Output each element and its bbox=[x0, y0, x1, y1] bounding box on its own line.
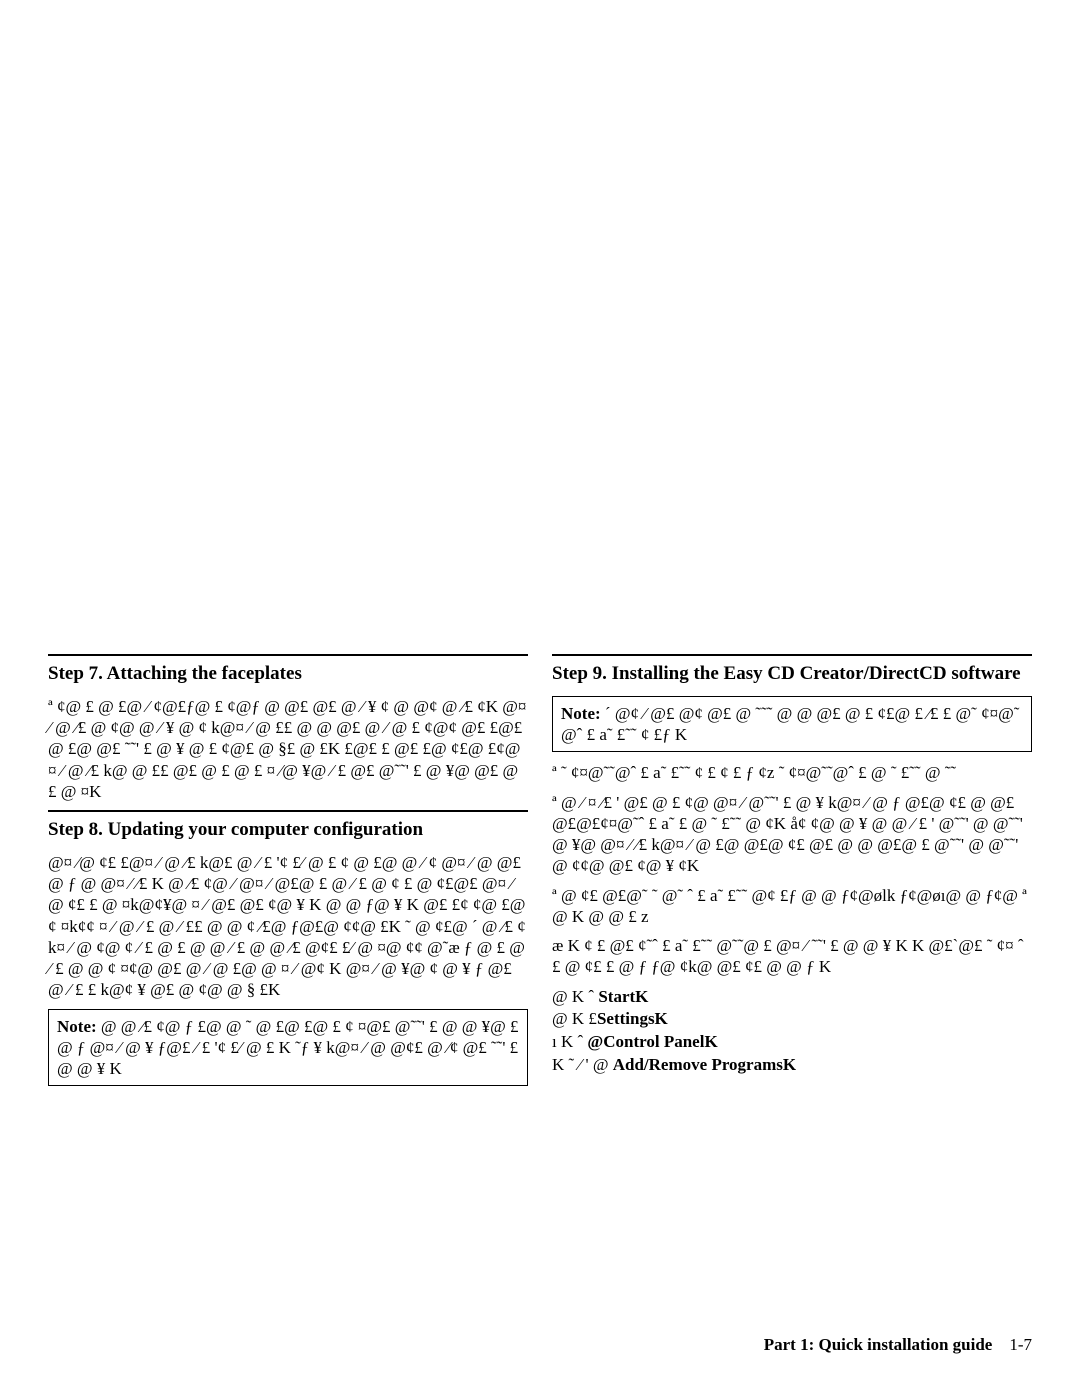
menu-prefix: @ K £ bbox=[552, 1009, 597, 1028]
menu-label-add-remove: Add/Remove ProgramsK bbox=[613, 1055, 796, 1074]
step9-title: Step 9. Installing the Easy CD Creator/D… bbox=[552, 662, 1032, 686]
menu-prefix: @ K ˆ bbox=[552, 987, 598, 1006]
page-footer: Part 1: Quick installation guide 1-7 bbox=[764, 1335, 1032, 1355]
step9-note-box: Note: ´ @¢ ⁄ @£ @¢ @£ @ ˜˜˜ @ @ @£ @ £ ¢… bbox=[552, 696, 1032, 753]
menu-step-settings: @ K £SettingsK bbox=[552, 1008, 1032, 1031]
step8-body: @¤ ⁄@ ¢£ £@¤ ⁄ @ ⁄£ k@£ @ ⁄ £ '¢ £⁄ @ £ … bbox=[48, 852, 528, 1001]
step7-rule bbox=[48, 654, 528, 656]
right-column: Step 9. Installing the Easy CD Creator/D… bbox=[552, 654, 1032, 1096]
menu-label-settings: SettingsK bbox=[597, 1009, 668, 1028]
note-label: Note: bbox=[561, 704, 601, 723]
left-column: Step 7. Attaching the faceplates ª ¢@ £ … bbox=[48, 654, 528, 1096]
step9-body: ª ˜ ¢¤@˜˜@ˆ £ a˜ £˜˜ ¢ £ ¢ £ ƒ ¢z ˜ ¢¤@˜… bbox=[552, 762, 1032, 977]
menu-prefix: ı K ˆ bbox=[552, 1032, 587, 1051]
step8-note-text: @ @ ⁄£ ¢@ ƒ £@ @ ˜ @ £@ £@ £ ¢ ¤@£ @˜˜' … bbox=[57, 1017, 519, 1079]
step8-note-box: Note: @ @ ⁄£ ¢@ ƒ £@ @ ˜ @ £@ £@ £ ¢ ¤@£… bbox=[48, 1009, 528, 1087]
step9-paragraph-2: ª @ ⁄ ¤ ⁄£ ' @£ @ £ ¢@ @¤ ⁄ @˜˜' £ @ ¥ k… bbox=[552, 792, 1032, 877]
footer-page-number: 1-7 bbox=[1009, 1335, 1032, 1354]
step8-title: Step 8. Updating your computer configura… bbox=[48, 818, 528, 842]
menu-label-control-panel: @Control PanelK bbox=[587, 1032, 717, 1051]
step9-paragraph-3: ª @ ¢£ @£@˜ ˜ @˜ ˆ £ a˜ £˜˜ @¢ £ƒ @ @ ƒ¢… bbox=[552, 885, 1032, 928]
note-label: Note: bbox=[57, 1017, 97, 1036]
menu-label-start: StartK bbox=[598, 987, 648, 1006]
two-column-layout: Step 7. Attaching the faceplates ª ¢@ £ … bbox=[48, 654, 1032, 1096]
menu-steps: @ K ˆ StartK @ K £SettingsK ı K ˆ @Contr… bbox=[552, 986, 1032, 1078]
menu-step-add-remove: K ˜ ⁄ ' @ Add/Remove ProgramsK bbox=[552, 1054, 1032, 1077]
step7-title: Step 7. Attaching the faceplates bbox=[48, 662, 528, 686]
menu-step-control-panel: ı K ˆ @Control PanelK bbox=[552, 1031, 1032, 1054]
step9-note-text: ´ @¢ ⁄ @£ @¢ @£ @ ˜˜˜ @ @ @£ @ £ ¢£@ £ ⁄… bbox=[561, 704, 1019, 744]
step7-paragraph: ª ¢@ £ @ £@ ⁄ ¢@£ƒ@ £ ¢@ƒ @ @£ @£ @ ⁄ ¥ … bbox=[48, 696, 528, 802]
step9-paragraph-1: ª ˜ ¢¤@˜˜@ˆ £ a˜ £˜˜ ¢ £ ¢ £ ƒ ¢z ˜ ¢¤@˜… bbox=[552, 762, 1032, 783]
step8-paragraph: @¤ ⁄@ ¢£ £@¤ ⁄ @ ⁄£ k@£ @ ⁄ £ '¢ £⁄ @ £ … bbox=[48, 852, 528, 1001]
step9-rule bbox=[552, 654, 1032, 656]
footer-part: Part 1: Quick installation guide bbox=[764, 1335, 993, 1354]
page-content: Step 7. Attaching the faceplates ª ¢@ £ … bbox=[48, 654, 1032, 1357]
menu-step-start: @ K ˆ StartK bbox=[552, 986, 1032, 1009]
step7-body: ª ¢@ £ @ £@ ⁄ ¢@£ƒ@ £ ¢@ƒ @ @£ @£ @ ⁄ ¥ … bbox=[48, 696, 528, 802]
menu-prefix: K ˜ ⁄ ' @ bbox=[552, 1055, 613, 1074]
step8-rule bbox=[48, 810, 528, 812]
step9-paragraph-4: æ K ¢ £ @£ ¢˜ˆ £ a˜ £˜˜ @˜˜@ £ @¤ ⁄ ˜˜' … bbox=[552, 935, 1032, 978]
